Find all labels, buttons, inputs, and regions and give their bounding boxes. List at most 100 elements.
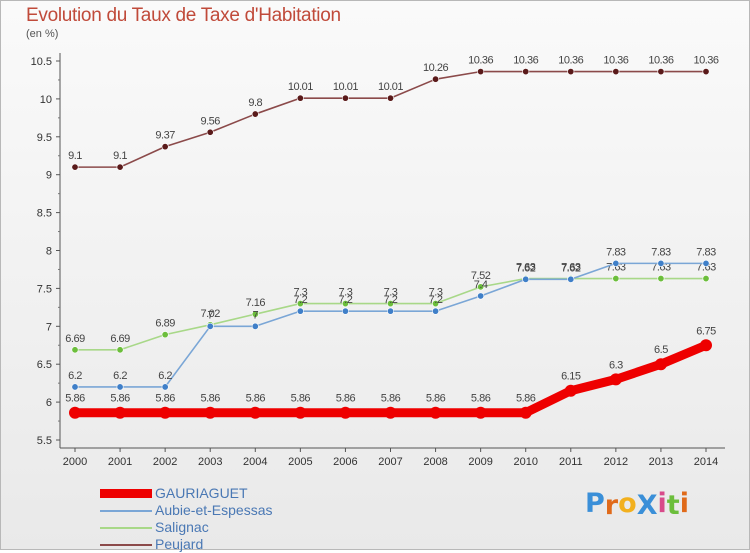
- data-point-gauriaguet: [114, 406, 127, 419]
- proxiti-logo: ProXiti: [585, 488, 689, 521]
- data-point-salignac: [341, 300, 349, 308]
- data-label-aubie-et-espessas: 7.62: [561, 262, 581, 274]
- data-point-aubie-et-espessas: [386, 307, 394, 315]
- data-label-gauriaguet: 5.86: [65, 393, 85, 405]
- data-label-aubie-et-espessas: 6.2: [68, 370, 82, 382]
- logo-letter: o: [618, 488, 637, 519]
- logo-letter: P: [585, 488, 605, 519]
- data-label-aubie-et-espessas: 7.2: [339, 294, 353, 306]
- data-label-peujard: 10.01: [288, 81, 313, 93]
- data-label-salignac: 7.16: [246, 297, 266, 309]
- data-label-peujard: 9.8: [248, 97, 262, 109]
- legend-label: Peujard: [155, 536, 204, 552]
- data-label-peujard: 9.37: [155, 130, 175, 142]
- data-label-peujard: 9.56: [201, 115, 221, 127]
- legend-label: Aubie-et-Espessas: [155, 502, 273, 518]
- data-label-gauriaguet: 5.86: [381, 393, 401, 405]
- y-tick-label: 8.5: [37, 208, 52, 220]
- data-point-peujard: [612, 68, 620, 76]
- data-point-salignac: [251, 310, 259, 318]
- data-label-peujard: 10.36: [468, 55, 493, 67]
- data-label-aubie-et-espessas: 7.2: [429, 294, 443, 306]
- data-point-gauriaguet: [609, 373, 622, 386]
- data-label-aubie-et-espessas: 6.2: [158, 370, 172, 382]
- data-point-aubie-et-espessas: [657, 259, 665, 267]
- data-label-salignac: 7.63: [651, 262, 671, 274]
- data-point-aubie-et-espessas: [116, 383, 124, 391]
- data-point-peujard: [296, 94, 304, 102]
- data-point-gauriaguet: [384, 406, 397, 419]
- data-label-salignac: 7.02: [201, 308, 221, 320]
- data-label-salignac: 7.3: [339, 287, 353, 299]
- data-label-gauriaguet: 5.86: [426, 393, 446, 405]
- data-point-gauriaguet: [249, 406, 262, 419]
- data-label-peujard: 10.01: [333, 81, 358, 93]
- data-point-aubie-et-espessas: [206, 322, 214, 330]
- data-label-peujard: 10.26: [423, 62, 448, 74]
- data-point-aubie-et-espessas: [251, 322, 259, 330]
- data-label-salignac: 6.69: [65, 333, 85, 345]
- data-point-salignac: [296, 300, 304, 308]
- data-label-salignac: 7.3: [384, 287, 398, 299]
- legend-swatch: [100, 489, 152, 498]
- data-point-gauriaguet: [69, 406, 81, 419]
- x-tick-label: 2012: [604, 456, 628, 468]
- x-tick-label: 2004: [243, 456, 267, 468]
- data-point-gauriaguet: [519, 406, 532, 419]
- legend-swatch: [100, 544, 152, 546]
- legend-swatch: [100, 510, 152, 512]
- data-label-gauriaguet: 5.86: [201, 393, 221, 405]
- data-label-gauriaguet: 5.86: [516, 393, 536, 405]
- data-label-peujard: 9.1: [68, 150, 82, 162]
- data-label-salignac: 7.3: [293, 287, 307, 299]
- data-point-peujard: [161, 143, 169, 151]
- x-tick-label: 2001: [108, 456, 132, 468]
- logo-letter: X: [636, 490, 658, 521]
- data-point-gauriaguet: [294, 406, 307, 419]
- data-point-aubie-et-espessas: [432, 307, 440, 315]
- data-point-aubie-et-espessas: [612, 259, 620, 267]
- data-point-aubie-et-espessas: [341, 307, 349, 315]
- x-tick-label: 2009: [468, 456, 492, 468]
- y-tick-label: 9: [46, 170, 52, 182]
- data-label-aubie-et-espessas: 7.83: [696, 246, 716, 258]
- data-label-gauriaguet: 5.86: [110, 393, 130, 405]
- data-point-peujard: [522, 68, 530, 76]
- data-label-gauriaguet: 6.5: [654, 344, 668, 356]
- data-point-peujard: [657, 68, 665, 76]
- data-point-salignac: [657, 275, 665, 283]
- data-point-aubie-et-espessas: [522, 275, 530, 283]
- x-tick-label: 2008: [423, 456, 447, 468]
- y-tick-label: 10.5: [31, 56, 52, 68]
- data-label-peujard: 10.36: [513, 55, 538, 67]
- x-tick-label: 2007: [378, 456, 402, 468]
- x-tick-label: 2006: [333, 456, 357, 468]
- data-point-salignac: [702, 275, 710, 283]
- data-label-aubie-et-espessas: 7: [207, 309, 213, 321]
- data-label-peujard: 10.36: [603, 55, 628, 67]
- data-point-peujard: [71, 163, 79, 171]
- y-tick-label: 5.5: [37, 435, 52, 447]
- data-label-peujard: 10.01: [378, 81, 403, 93]
- y-tick-label: 8: [46, 246, 52, 258]
- data-point-peujard: [477, 68, 485, 76]
- data-label-salignac: 6.69: [110, 333, 130, 345]
- data-label-salignac: 7.3: [429, 287, 443, 299]
- data-point-salignac: [386, 300, 394, 308]
- data-point-salignac: [432, 300, 440, 308]
- data-label-peujard: 10.36: [693, 55, 718, 67]
- data-point-peujard: [386, 94, 394, 102]
- logo-letter: r: [604, 490, 619, 521]
- data-label-gauriaguet: 6.3: [609, 359, 623, 371]
- data-point-aubie-et-espessas: [296, 307, 304, 315]
- logo-letter: i: [679, 488, 689, 519]
- x-tick-label: 2013: [649, 456, 673, 468]
- data-point-aubie-et-espessas: [702, 259, 710, 267]
- data-point-gauriaguet: [159, 406, 172, 419]
- data-label-salignac: 7.63: [696, 262, 716, 274]
- legend-label: Salignac: [155, 519, 209, 535]
- x-tick-label: 2003: [198, 456, 222, 468]
- chart-title: Evolution du Taux de Taxe d'Habitation: [26, 5, 341, 26]
- data-point-gauriaguet: [564, 384, 577, 397]
- logo-letter: i: [657, 488, 667, 519]
